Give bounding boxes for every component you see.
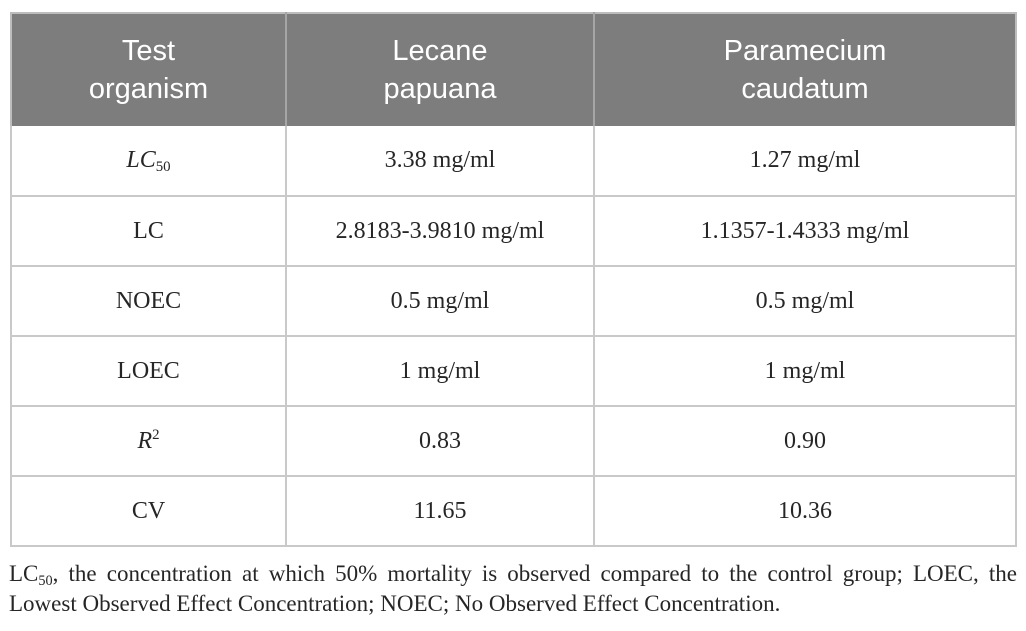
value-lecane-cv: 11.65 <box>285 475 595 547</box>
param-label-lc: LC <box>10 195 287 267</box>
param-symbol: R <box>137 427 153 454</box>
column-header-lecane-papuana: Lecane papuana <box>285 13 595 126</box>
value-lecane-loec: 1 mg/ml <box>285 335 595 407</box>
table-row-r-squared: R2 0.83 0.90 <box>10 405 1017 477</box>
param-label-r-squared: R2 <box>10 405 287 477</box>
value-paramecium-cv: 10.36 <box>593 475 1017 547</box>
param-label-cv: CV <box>10 475 287 547</box>
param-label-loec: LOEC <box>10 335 287 407</box>
table-row-noec: NOEC 0.5 mg/ml 0.5 mg/ml <box>10 265 1017 337</box>
param-superscript: 2 <box>152 427 160 444</box>
table-footnote: LC50, the concentration at which 50% mor… <box>9 559 1017 620</box>
value-paramecium-lc: 1.1357-1.4333 mg/ml <box>593 195 1017 267</box>
column-header-paramecium-caudatum: Paramecium caudatum <box>593 13 1016 126</box>
value-paramecium-r-squared: 0.90 <box>593 405 1017 477</box>
value-paramecium-noec: 0.5 mg/ml <box>593 265 1017 337</box>
table-figure-page: Test organism Lecane papuana Paramecium … <box>0 12 1026 631</box>
value-paramecium-lc50: 1.27 mg/ml <box>593 126 1017 197</box>
value-paramecium-loec: 1 mg/ml <box>593 335 1017 407</box>
value-lecane-r-squared: 0.83 <box>285 405 595 477</box>
value-lecane-lc50: 3.38 mg/ml <box>285 126 595 197</box>
footnote-abbr-subscript: 50 <box>38 572 53 589</box>
param-symbol: LC <box>126 147 156 173</box>
param-subscript: 50 <box>155 159 171 176</box>
param-label-noec: NOEC <box>10 265 287 337</box>
table-row-loec: LOEC 1 mg/ml 1 mg/ml <box>10 335 1017 407</box>
table-row-cv: CV 11.65 10.36 <box>10 475 1017 547</box>
column-header-test-organism: Test organism <box>11 13 287 126</box>
toxicity-results-table: Test organism Lecane papuana Paramecium … <box>10 12 1017 547</box>
footnote-text: , the concentration at which 50% mortali… <box>9 561 1017 617</box>
value-lecane-noec: 0.5 mg/ml <box>285 265 595 337</box>
table-row-lc50: LC50 3.38 mg/ml 1.27 mg/ml <box>10 126 1017 197</box>
footnote-abbr: LC <box>9 561 39 586</box>
table-row-lc: LC 2.8183-3.9810 mg/ml 1.1357-1.4333 mg/… <box>10 195 1017 267</box>
value-lecane-lc: 2.8183-3.9810 mg/ml <box>285 195 595 267</box>
param-label-lc50: LC50 <box>10 126 287 197</box>
header-row: Test organism Lecane papuana Paramecium … <box>11 13 1016 126</box>
